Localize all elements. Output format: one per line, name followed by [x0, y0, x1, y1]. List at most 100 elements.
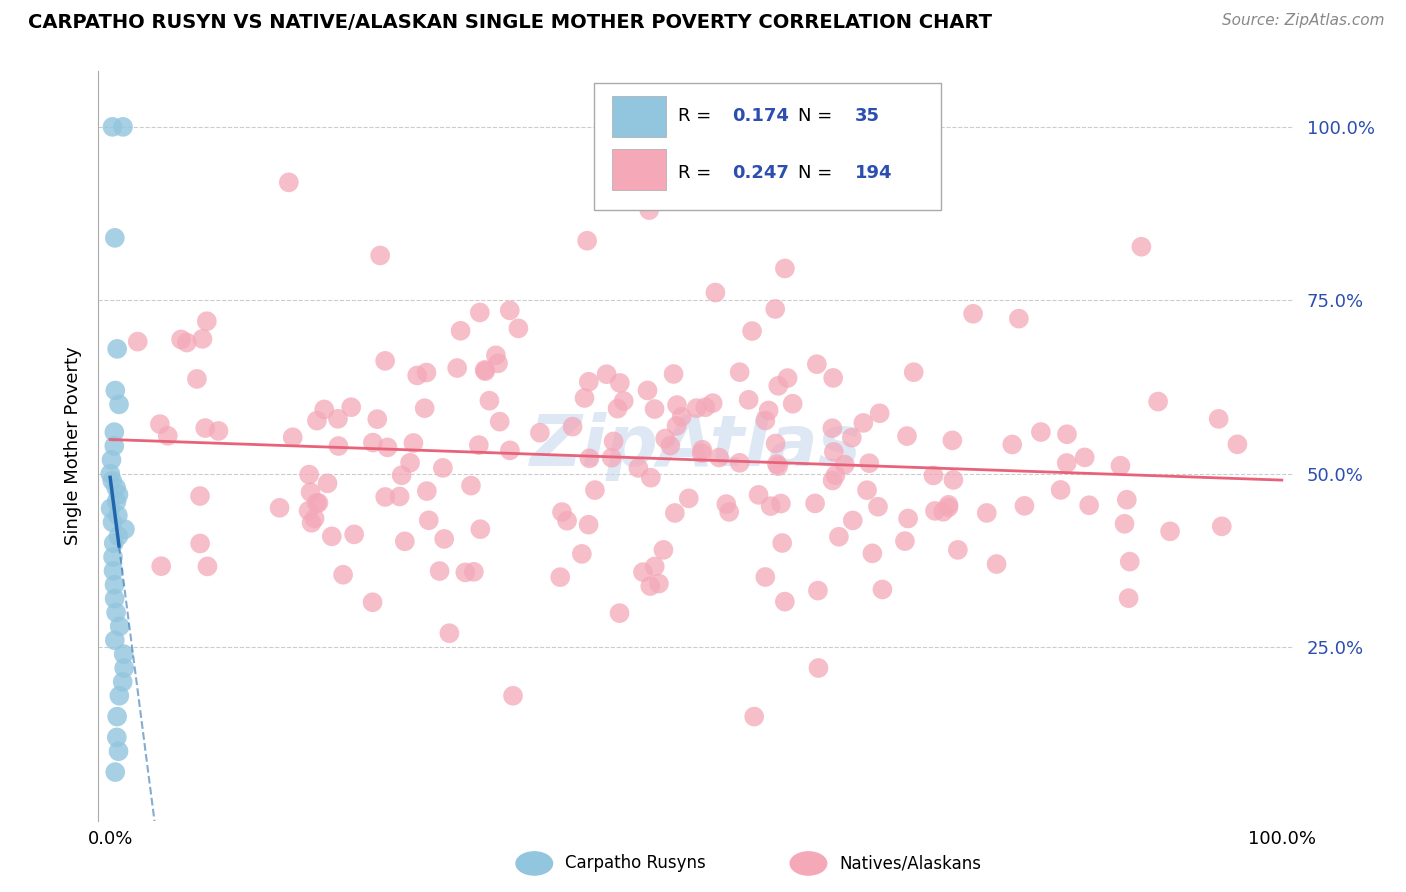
Text: Natives/Alaskans: Natives/Alaskans: [839, 855, 981, 872]
Text: R =: R =: [678, 107, 717, 125]
Point: [583, 483, 606, 497]
Point: [111, 674, 134, 689]
Point: [962, 307, 984, 321]
Point: [866, 500, 889, 514]
Point: [186, 372, 208, 386]
Point: [297, 504, 319, 518]
Text: 194: 194: [855, 163, 893, 181]
Point: [807, 583, 830, 598]
Point: [332, 567, 354, 582]
Point: [896, 429, 918, 443]
Point: [1109, 458, 1132, 473]
Point: [659, 439, 682, 453]
Text: N =: N =: [797, 163, 838, 181]
Point: [662, 367, 685, 381]
Point: [499, 443, 522, 458]
Point: [638, 203, 661, 218]
Point: [105, 342, 128, 356]
Point: [468, 305, 491, 319]
Point: [942, 473, 965, 487]
Point: [108, 397, 131, 411]
Point: [103, 439, 125, 453]
Point: [366, 412, 388, 426]
Point: [938, 500, 960, 515]
Point: [571, 547, 593, 561]
FancyBboxPatch shape: [595, 83, 941, 210]
Point: [107, 487, 129, 501]
Point: [824, 468, 846, 483]
Point: [1118, 591, 1140, 606]
Point: [460, 478, 482, 492]
Point: [666, 398, 689, 412]
Point: [377, 441, 399, 455]
Point: [773, 261, 796, 276]
Point: [112, 647, 135, 661]
Point: [776, 371, 799, 385]
Point: [897, 511, 920, 525]
Point: [474, 363, 496, 377]
Point: [768, 379, 790, 393]
Point: [1226, 437, 1249, 451]
Y-axis label: Single Mother Poverty: Single Mother Poverty: [63, 347, 82, 545]
Point: [402, 436, 425, 450]
Text: 0.247: 0.247: [733, 163, 789, 181]
Point: [195, 314, 218, 328]
Point: [1211, 519, 1233, 533]
Text: 0.174: 0.174: [733, 107, 789, 125]
Point: [695, 401, 717, 415]
Point: [304, 511, 326, 525]
FancyBboxPatch shape: [613, 149, 666, 190]
Point: [418, 513, 440, 527]
Text: CARPATHO RUSYN VS NATIVE/ALASKAN SINGLE MOTHER POVERTY CORRELATION CHART: CARPATHO RUSYN VS NATIVE/ALASKAN SINGLE …: [28, 13, 993, 32]
Point: [101, 120, 124, 134]
Point: [976, 506, 998, 520]
Point: [394, 534, 416, 549]
Point: [188, 536, 211, 550]
Text: Carpatho Rusyns: Carpatho Rusyns: [565, 855, 706, 872]
Point: [105, 481, 128, 495]
Point: [114, 522, 136, 536]
Point: [207, 424, 229, 438]
Point: [103, 564, 125, 578]
Text: N =: N =: [797, 107, 838, 125]
Point: [432, 461, 454, 475]
Point: [299, 485, 322, 500]
Point: [105, 709, 128, 723]
Text: R =: R =: [678, 163, 717, 181]
Point: [561, 419, 583, 434]
Point: [361, 435, 384, 450]
Point: [446, 361, 468, 376]
Point: [644, 559, 666, 574]
Point: [101, 474, 124, 488]
Point: [488, 415, 510, 429]
Point: [1119, 555, 1142, 569]
Point: [754, 413, 776, 427]
Point: [112, 120, 135, 134]
Point: [872, 582, 894, 597]
Point: [856, 483, 879, 497]
Point: [741, 324, 763, 338]
Point: [834, 458, 856, 472]
Point: [314, 402, 336, 417]
Point: [108, 689, 131, 703]
Point: [860, 546, 883, 560]
Point: [665, 418, 688, 433]
Point: [823, 371, 845, 385]
Point: [823, 445, 845, 459]
Point: [269, 500, 291, 515]
Point: [555, 514, 578, 528]
Point: [433, 532, 456, 546]
Point: [644, 402, 666, 417]
Point: [104, 765, 127, 780]
FancyBboxPatch shape: [613, 96, 666, 137]
Point: [188, 489, 211, 503]
Point: [104, 384, 127, 398]
Point: [924, 504, 946, 518]
Point: [766, 457, 789, 471]
Point: [841, 431, 863, 445]
Point: [104, 591, 127, 606]
Point: [100, 501, 122, 516]
Point: [374, 490, 396, 504]
Point: [754, 570, 776, 584]
Point: [305, 496, 328, 510]
